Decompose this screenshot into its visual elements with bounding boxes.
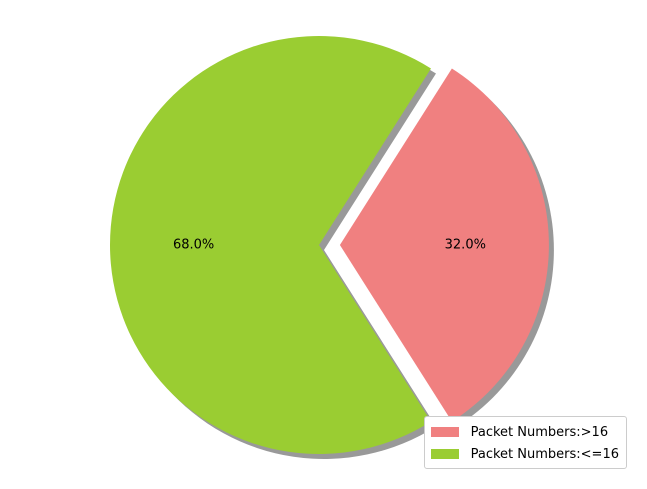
legend-item-gt16: Packet Numbers:>16 [430, 421, 619, 443]
legend-label-le16: Packet Numbers:<=16 [470, 446, 619, 462]
pie-slice-gt16 [339, 68, 549, 422]
pie-label-gt16: 32.0% [445, 238, 486, 253]
legend-item-le16: Packet Numbers:<=16 [430, 443, 619, 465]
pie-slice-le16 [109, 36, 431, 455]
legend-swatch-le16 [430, 449, 459, 459]
legend: Packet Numbers:>16 Packet Numbers:<=16 [423, 416, 627, 469]
legend-label-gt16: Packet Numbers:>16 [470, 424, 609, 440]
pie-labels: 32.0% 68.0% [173, 238, 486, 253]
legend-swatch-gt16 [430, 427, 459, 437]
pie-label-le16: 68.0% [173, 238, 214, 253]
pie-slices [109, 36, 549, 455]
